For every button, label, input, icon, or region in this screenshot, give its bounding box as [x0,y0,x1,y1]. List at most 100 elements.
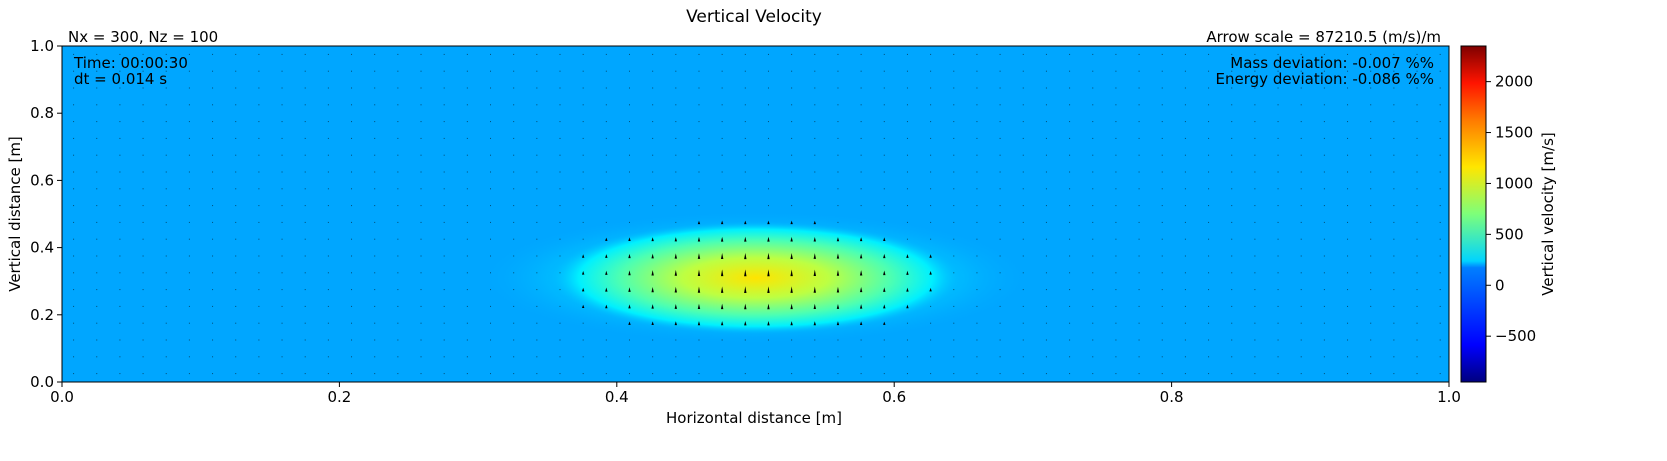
quiver-arrow [73,154,75,156]
quiver-arrow [536,87,538,89]
quiver-arrow [698,171,700,173]
quiver-arrow [1161,255,1163,257]
quiver-arrow [1138,87,1140,89]
quiver-arrow [930,188,932,190]
quiver-arrow [1092,171,1094,173]
quiver-arrow [767,303,770,310]
quiver-arrow [1161,137,1163,139]
quiver-arrow [1254,188,1256,190]
quiver-arrow [513,188,515,190]
quiver-arrow [96,104,98,106]
quiver-arrow [675,188,677,190]
quiver-arrow [142,171,144,173]
quiver-arrow [513,272,515,274]
quiver-arrow [814,188,816,190]
quiver-arrow [744,154,746,156]
quiver-arrow [883,304,886,309]
quiver-arrow [1069,171,1071,173]
quiver-arrow [443,171,445,173]
quiver-arrow [906,137,908,139]
quiver-arrow [605,53,607,55]
quiver-arrow [906,87,908,89]
quiver-arrow [536,221,538,223]
quiver-arrow [466,104,468,106]
quiver-arrow [628,154,630,156]
quiver-arrow [628,304,631,309]
quiver-arrow [976,221,978,223]
quiver-arrow [953,272,955,274]
quiver-arrow [1370,238,1372,240]
quiver-arrow [1416,70,1418,72]
quiver-arrow [1347,121,1349,123]
quiver-arrow [351,272,353,274]
quiver-arrow [188,104,190,106]
quiver-arrow [466,356,468,358]
quiver-arrow [466,255,468,257]
quiver-arrow [1092,255,1094,257]
quiver-arrow [374,104,376,106]
quiver-arrow [860,53,862,55]
quiver-arrow [281,205,283,207]
quiver-arrow [1300,272,1302,274]
quiver-arrow [697,303,701,310]
quiver-arrow [605,70,607,72]
quiver-arrow [1323,70,1325,72]
quiver-arrow [836,269,840,276]
quiver-arrow [235,339,237,341]
quiver-arrow [1300,305,1302,307]
quiver-arrow [188,322,190,324]
quiver-arrow [490,121,492,123]
quiver-arrow [1045,373,1047,375]
quiver-arrow [1069,272,1071,274]
quiver-arrow [721,53,723,55]
quiver-arrow [698,356,700,358]
quiver-arrow [698,87,700,89]
quiver-arrow [536,289,538,291]
quiver-arrow [374,356,376,358]
colorbar-tick-label: 1000 [1495,174,1533,192]
quiver-arrow [1208,137,1210,139]
quiver-arrow [906,270,909,275]
quiver-arrow [513,137,515,139]
quiver-arrow [513,121,515,123]
arrow-scale-label: Arrow scale = 87210.5 (m/s)/m [1206,28,1441,46]
quiver-arrow [906,304,909,309]
quiver-arrow [813,303,816,310]
quiver-arrow [281,373,283,375]
quiver-arrow [513,322,515,324]
quiver-arrow [1323,121,1325,123]
quiver-arrow [628,188,630,190]
quiver-arrow [1277,373,1279,375]
quiver-arrow [1300,289,1302,291]
quiver-arrow [1184,255,1186,257]
quiver-arrow [1115,121,1117,123]
quiver-arrow [1370,322,1372,324]
quiver-arrow [744,286,747,293]
quiver-arrow [258,53,260,55]
quiver-arrow [883,339,885,341]
quiver-arrow [1022,188,1024,190]
quiver-arrow [165,188,167,190]
quiver-arrow [188,339,190,341]
quiver-arrow [1208,154,1210,156]
quiver-arrow [258,137,260,139]
quiver-arrow [1069,70,1071,72]
quiver-arrow [836,321,840,326]
quiver-arrow [581,270,585,275]
quiver-arrow [119,137,121,139]
quiver-arrow [1393,121,1395,123]
quiver-arrow [420,289,422,291]
quiver-arrow [698,154,700,156]
quiver-arrow [697,269,701,277]
quiver-arrow [628,373,630,375]
quiver-arrow [258,70,260,72]
quiver-arrow [930,322,932,324]
quiver-arrow [744,188,746,190]
quiver-arrow [96,171,98,173]
quiver-arrow [304,339,306,341]
quiver-arrow [1161,53,1163,55]
quiver-arrow [1300,205,1302,207]
quiver-arrow [351,356,353,358]
quiver-arrow [1022,53,1024,55]
quiver-arrow [1022,255,1024,257]
